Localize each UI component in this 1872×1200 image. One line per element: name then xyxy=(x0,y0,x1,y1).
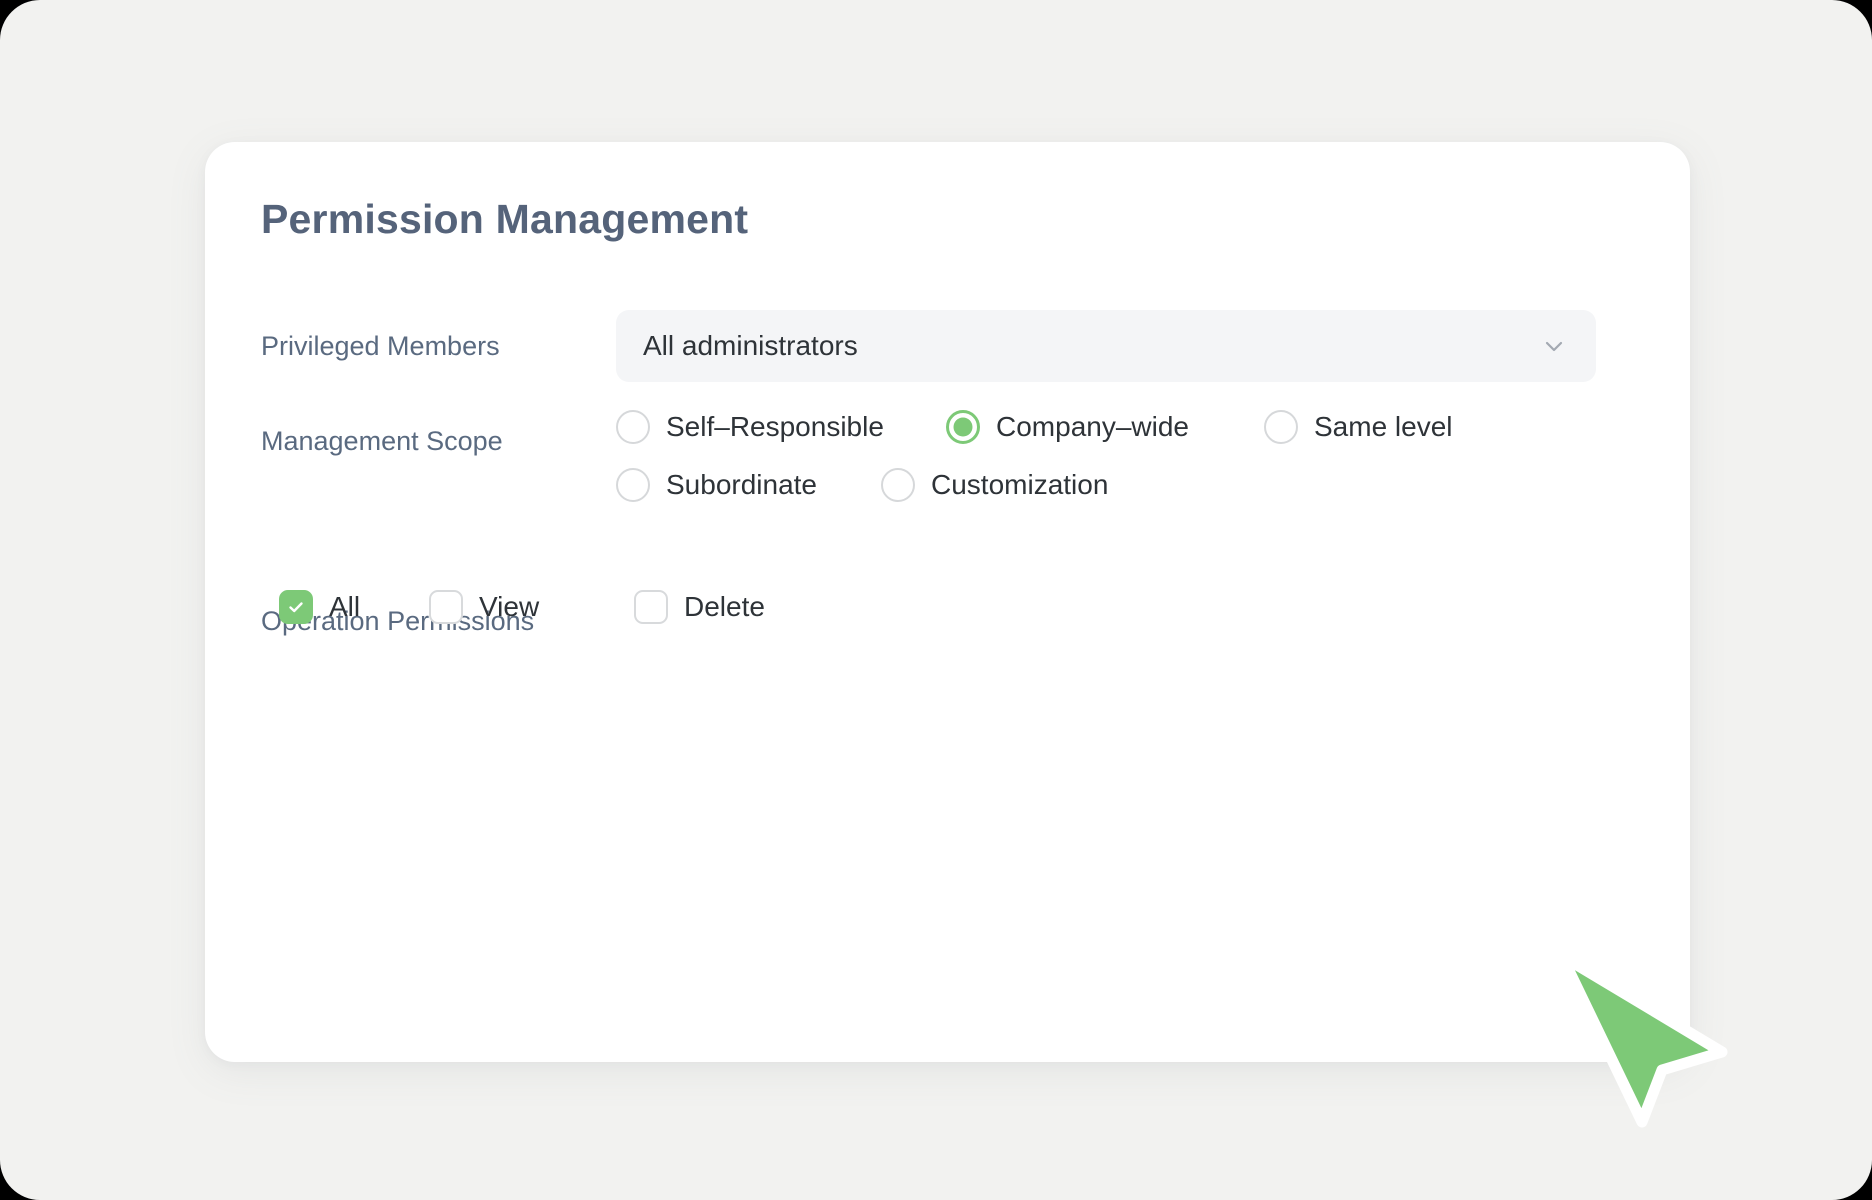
privileged-members-select[interactable]: All administrators xyxy=(616,310,1596,382)
radio-customization[interactable]: Customization xyxy=(881,468,1108,502)
management-scope-options-row-1: Self–Responsible Company–wide Same level xyxy=(616,410,1453,444)
radio-label: Same level xyxy=(1314,411,1453,442)
management-scope-options-row-2: Subordinate Customization xyxy=(616,468,1453,502)
chevron-down-icon[interactable] xyxy=(1542,334,1566,358)
operation-permissions-row: Operation Permissions All View xyxy=(261,590,765,636)
permission-management-card: Permission Management Privileged Members… xyxy=(205,142,1690,1062)
radio-self-responsible[interactable]: Self–Responsible xyxy=(616,410,946,444)
radio-subordinate[interactable]: Subordinate xyxy=(616,468,881,502)
checkbox-icon xyxy=(429,590,463,624)
radio-icon xyxy=(616,468,650,502)
radio-label: Customization xyxy=(931,469,1109,500)
page-title: Permission Management xyxy=(261,196,749,242)
privileged-members-value: All administrators xyxy=(643,330,858,361)
checkbox-checked-icon xyxy=(279,590,313,624)
radio-label: Subordinate xyxy=(666,469,818,500)
radio-icon xyxy=(1264,410,1298,444)
radio-label: Company–wide xyxy=(996,411,1189,442)
radio-selected-icon xyxy=(946,410,980,444)
privileged-members-row: Privileged Members All administrators xyxy=(261,310,1641,382)
checkbox-label: All xyxy=(329,591,361,622)
checkbox-label: View xyxy=(479,591,540,622)
checkbox-icon xyxy=(634,590,668,624)
radio-same-level[interactable]: Same level xyxy=(1264,410,1453,444)
management-scope-row: Management Scope Self–Responsible Compan… xyxy=(261,410,1641,502)
privileged-members-label: Privileged Members xyxy=(261,331,500,361)
radio-company-wide[interactable]: Company–wide xyxy=(946,410,1264,444)
radio-label: Self–Responsible xyxy=(666,411,884,442)
checkbox-view[interactable]: View xyxy=(429,590,634,624)
checkbox-delete[interactable]: Delete xyxy=(634,590,765,624)
checkbox-all[interactable]: All xyxy=(279,590,429,624)
radio-icon xyxy=(881,468,915,502)
operation-permissions-options: All View Delete xyxy=(279,590,765,624)
radio-icon xyxy=(616,410,650,444)
management-scope-label: Management Scope xyxy=(261,426,503,456)
management-scope-options: Self–Responsible Company–wide Same level xyxy=(616,410,1453,502)
checkbox-label: Delete xyxy=(684,591,765,622)
